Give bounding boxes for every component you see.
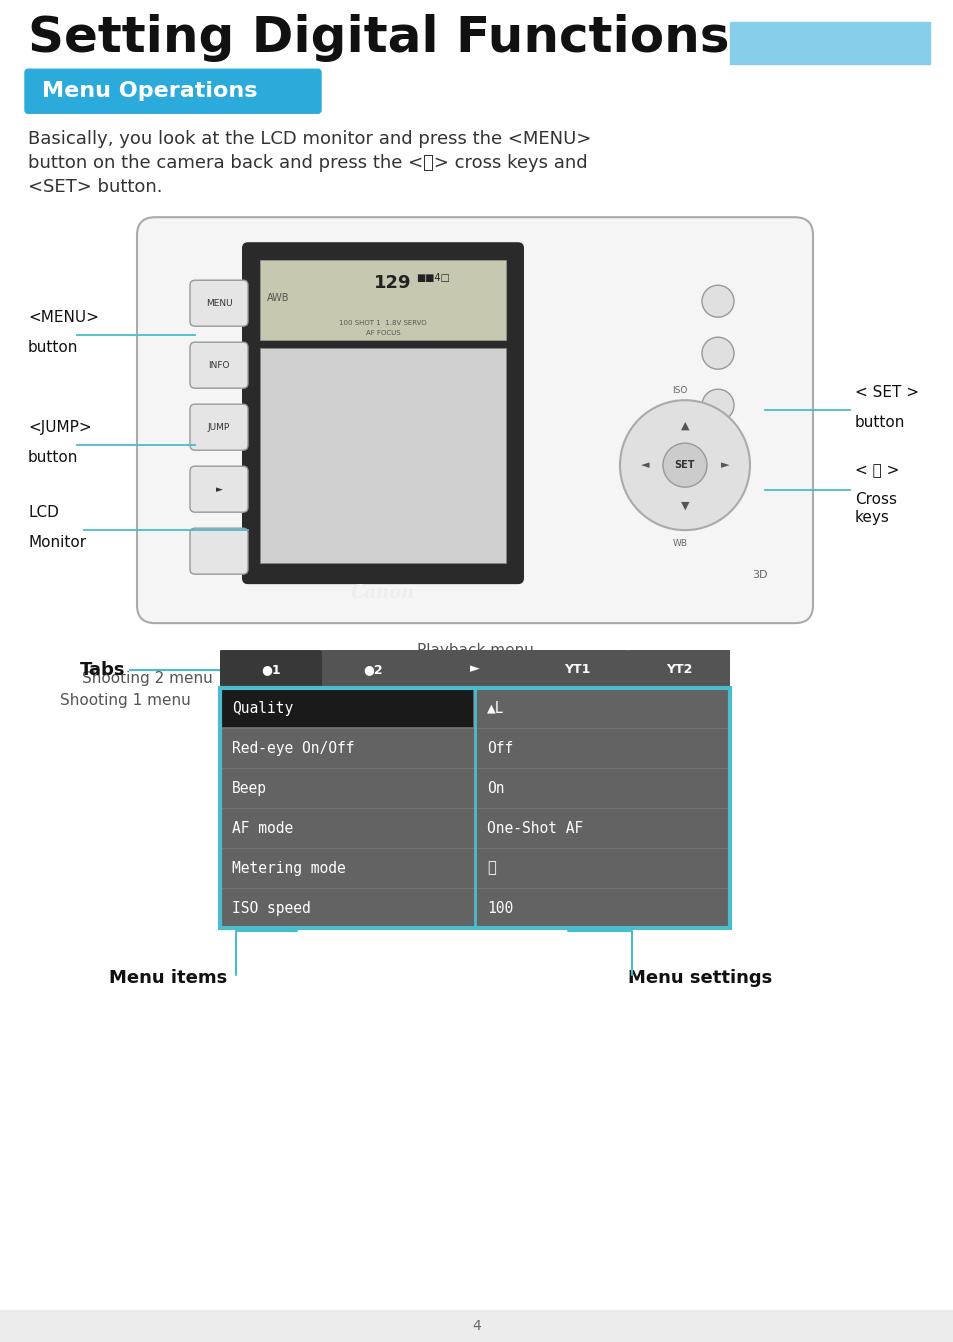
Text: ▲: ▲ [680,420,688,431]
Text: Basically, you look at the LCD monitor and press the <MENU>: Basically, you look at the LCD monitor a… [28,130,591,148]
FancyBboxPatch shape [25,70,320,113]
Text: Menu settings: Menu settings [627,969,771,988]
Bar [220,688,729,929]
Text: Shooting 1 menu: Shooting 1 menu [60,692,191,707]
Text: MENU: MENU [206,299,233,307]
Text: 3D: 3D [752,570,767,580]
Text: <JUMP>: <JUMP> [28,420,91,435]
Text: ISO: ISO [672,385,687,395]
Text: Menu Operations: Menu Operations [42,82,257,101]
Text: Metering mode: Metering mode [232,860,345,875]
Text: Red-eye On/Off: Red-eye On/Off [232,741,355,756]
Text: Setting Digital Functions: Setting Digital Functions [28,15,729,62]
Text: WB: WB [672,538,687,548]
FancyBboxPatch shape [220,650,322,688]
FancyBboxPatch shape [525,650,627,688]
FancyBboxPatch shape [190,280,248,326]
Text: One-Shot AF: One-Shot AF [486,820,582,836]
Text: ●2: ●2 [363,663,382,675]
Text: ISO speed: ISO speed [232,900,311,915]
Text: ►: ► [470,663,479,675]
Bar [260,260,505,340]
Bar [220,688,729,929]
FancyBboxPatch shape [190,342,248,388]
Bar [222,690,473,727]
Text: SET: SET [674,460,695,470]
Text: 100: 100 [486,900,513,915]
FancyBboxPatch shape [322,650,423,688]
FancyBboxPatch shape [190,529,248,574]
Bar [729,23,929,64]
Text: AWB: AWB [267,293,289,303]
FancyBboxPatch shape [190,466,248,513]
Text: AF FOCUS: AF FOCUS [365,330,400,337]
Bar [0,1310,953,1342]
Circle shape [619,400,749,530]
Circle shape [701,389,733,421]
Text: Tabs: Tabs [79,662,125,679]
Text: JUMP: JUMP [208,423,230,432]
Text: < SET >: < SET > [854,385,918,400]
Text: ⓢ: ⓢ [486,860,496,875]
Text: button: button [28,450,78,466]
FancyBboxPatch shape [423,650,525,688]
Text: button: button [28,340,78,356]
Text: <SET> button.: <SET> button. [28,178,162,196]
Text: Playback menu: Playback menu [416,643,533,658]
Text: ▼: ▼ [680,501,688,510]
FancyBboxPatch shape [242,242,523,584]
Text: button: button [854,415,904,431]
Text: 100 SHOT 1  1.8V SERVO: 100 SHOT 1 1.8V SERVO [339,321,426,326]
Text: Shooting 2 menu: Shooting 2 menu [82,671,213,686]
Text: button on the camera back and press the <⬧> cross keys and: button on the camera back and press the … [28,154,587,172]
Text: ■■4□: ■■4□ [416,274,450,283]
Text: AF mode: AF mode [232,820,293,836]
Text: Set-up 1 menu: Set-up 1 menu [575,671,687,686]
Text: On: On [486,781,504,796]
Text: YT2: YT2 [665,663,692,675]
Text: Quality: Quality [232,701,293,715]
Text: ►: ► [720,460,728,470]
FancyBboxPatch shape [627,650,729,688]
Text: 4: 4 [472,1319,481,1333]
Text: ◄: ◄ [640,460,649,470]
Text: Canon: Canon [351,584,415,603]
Text: Set-up 2 menu: Set-up 2 menu [575,692,687,707]
Text: INFO: INFO [208,361,230,369]
Circle shape [701,286,733,317]
Circle shape [701,337,733,369]
Text: <MENU>: <MENU> [28,310,99,325]
Text: 129: 129 [374,274,412,293]
Text: ►: ► [215,484,222,494]
Text: Beep: Beep [232,781,267,796]
Text: < ⬧ >: < ⬧ > [854,463,899,478]
Text: Monitor: Monitor [28,535,86,550]
Bar [260,348,505,564]
Bar [220,650,729,688]
Text: keys: keys [854,510,889,525]
FancyBboxPatch shape [190,404,248,450]
Text: ▲L: ▲L [486,701,504,715]
Text: YT1: YT1 [563,663,590,675]
FancyBboxPatch shape [137,217,812,623]
Text: Cross: Cross [854,493,896,507]
Text: Off: Off [486,741,513,756]
Text: Menu items: Menu items [109,969,227,988]
Text: ●1: ●1 [261,663,280,675]
Text: LCD: LCD [28,505,59,521]
Circle shape [662,443,706,487]
